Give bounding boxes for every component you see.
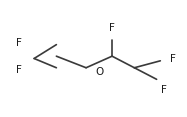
Text: F: F — [161, 85, 167, 95]
Text: F: F — [109, 23, 115, 33]
Text: O: O — [95, 67, 103, 77]
Text: F: F — [16, 38, 22, 48]
Text: F: F — [170, 53, 176, 64]
Text: F: F — [16, 65, 22, 75]
